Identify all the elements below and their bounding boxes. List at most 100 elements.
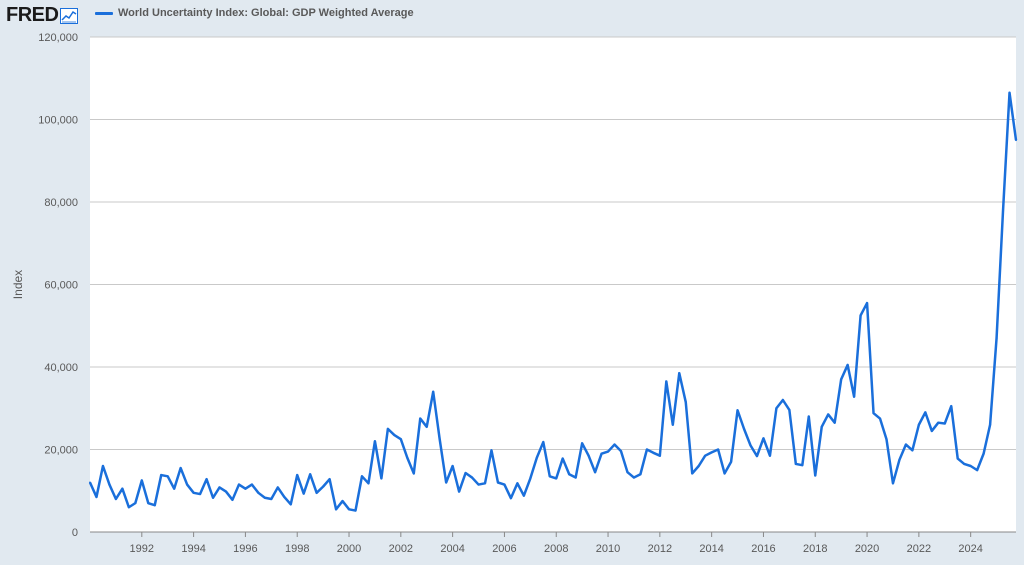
data-point [749,444,752,447]
data-point [775,407,778,410]
x-tick-label: 2010 [596,543,620,555]
data-point [127,506,130,509]
data-point [911,449,914,452]
data-point [445,481,448,484]
data-point [348,508,351,511]
x-tick-label: 2018 [803,543,827,555]
data-point [807,415,810,418]
data-point [121,487,124,490]
data-point [270,498,273,500]
x-tick-label: 2000 [337,543,361,555]
data-point [917,423,920,426]
data-point [529,477,532,480]
data-point [652,451,655,454]
data-point [658,454,661,457]
data-point [956,457,959,460]
data-point [451,465,454,467]
data-point [484,482,487,485]
legend: World Uncertainty Index: Global: GDP Wei… [95,7,414,19]
data-point [166,475,169,478]
data-point [801,464,804,467]
y-tick-label: 80,000 [44,197,78,209]
data-point [412,472,415,475]
data-point [639,473,642,476]
data-point [846,363,849,366]
data-point [114,498,117,500]
data-point [619,450,622,453]
data-point [95,495,98,498]
x-tick-label: 1992 [130,543,154,555]
data-point [322,485,325,488]
data-point [335,508,338,511]
data-point [969,465,972,467]
data-point [231,498,234,501]
data-point [360,475,363,478]
data-point [237,483,240,486]
x-tick-label: 2004 [440,543,464,555]
data-point [891,482,894,485]
data-point [607,450,610,453]
data-point [328,478,331,481]
data-point [853,395,856,398]
y-tick-label: 120,000 [38,32,78,44]
data-point [827,413,830,416]
y-tick-label: 40,000 [44,362,78,374]
data-point [1015,139,1017,142]
data-point [192,491,195,494]
data-point [289,503,292,506]
data-point [989,423,992,426]
data-point [976,469,979,472]
data-point [179,467,182,470]
data-point [212,496,215,499]
data-point [160,474,163,477]
fred-logo[interactable]: FRED [6,4,79,27]
fred-logo-text: FRED [6,4,59,26]
data-point [671,423,674,426]
data-point [982,452,985,455]
fred-chart-icon [60,7,79,24]
x-tick-label: 2016 [751,543,775,555]
data-point [101,465,104,467]
data-point [587,454,590,457]
x-tick-label: 2012 [648,543,672,555]
data-point [186,483,189,486]
data-point [762,437,765,440]
x-tick-label: 1994 [181,543,205,555]
data-point [354,509,357,512]
data-point [509,497,512,500]
y-tick-label: 0 [72,527,78,539]
x-tick-label: 2006 [492,543,516,555]
data-point [665,380,668,383]
data-point [419,417,422,420]
data-point [257,491,260,494]
data-point [199,493,202,496]
data-point [723,472,726,475]
data-point [250,483,253,486]
data-point [496,481,499,484]
data-point [309,473,312,476]
data-point [380,477,383,480]
data-point [904,443,907,446]
x-tick-label: 2020 [855,543,879,555]
data-point [147,502,150,505]
data-point [425,425,428,428]
data-point [632,476,635,479]
data-point [542,441,545,444]
legend-swatch [95,11,113,15]
data-point [341,500,344,503]
y-tick-label: 20,000 [44,445,78,457]
x-tick-label: 2014 [699,543,723,555]
data-point [315,491,318,494]
data-point [263,496,266,499]
data-point [859,314,862,317]
data-point [89,481,91,484]
data-point [561,457,564,460]
data-point [820,425,823,428]
data-point [108,483,111,486]
data-point [840,378,843,381]
data-point [276,486,279,489]
data-point [814,474,817,477]
data-point [153,504,156,507]
data-point [697,465,700,467]
